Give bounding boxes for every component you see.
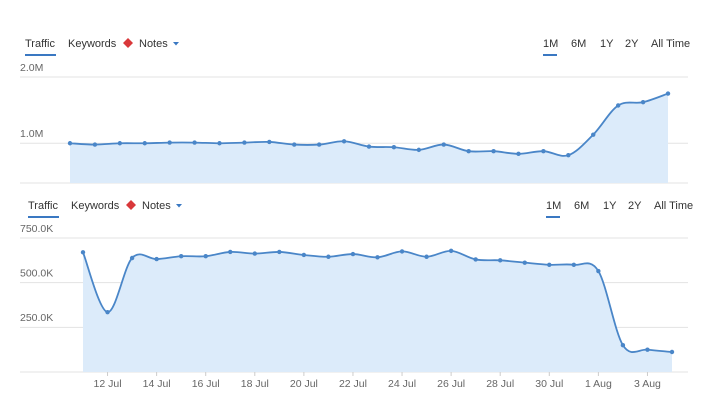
- point: [316, 142, 322, 147]
- area: [70, 93, 668, 183]
- range-button[interactable]: 2Y: [625, 38, 639, 50]
- point: [591, 132, 596, 137]
- y-tick-label: 750.0K: [20, 223, 53, 235]
- point: [92, 142, 98, 147]
- point: [391, 145, 397, 150]
- notes-button[interactable]: Notes: [139, 38, 168, 50]
- point: [448, 248, 454, 254]
- point: [117, 141, 123, 146]
- point: [80, 250, 86, 255]
- x-tick-label: 14 Jul: [143, 378, 171, 390]
- range-button[interactable]: 1Y: [603, 200, 617, 212]
- point: [167, 140, 172, 145]
- x-tick-label: 1 Aug: [585, 378, 612, 390]
- point: [192, 140, 197, 145]
- point: [105, 309, 110, 315]
- point: [67, 141, 73, 146]
- point: [615, 103, 621, 108]
- tab[interactable]: Traffic: [25, 38, 55, 50]
- point: [424, 254, 429, 259]
- x-tick-label: 30 Jul: [535, 378, 563, 390]
- y-tick-label: 250.0K: [20, 312, 53, 324]
- point: [129, 255, 135, 261]
- x-tick-label: 22 Jul: [339, 378, 367, 390]
- point: [541, 149, 546, 154]
- point: [640, 99, 646, 105]
- notes-button[interactable]: Notes: [142, 200, 171, 212]
- point: [596, 268, 601, 274]
- point: [301, 252, 307, 258]
- range-button[interactable]: All Time: [654, 200, 693, 212]
- notes-diamond: [126, 200, 136, 210]
- range-button[interactable]: 2Y: [628, 200, 642, 212]
- point: [441, 142, 446, 147]
- x-tick-label: 12 Jul: [94, 378, 122, 390]
- point: [228, 249, 233, 255]
- y-tick-label: 1.0M: [20, 128, 43, 140]
- point: [566, 152, 571, 158]
- point: [669, 349, 675, 355]
- point: [242, 140, 247, 145]
- point: [547, 262, 552, 267]
- range-button[interactable]: 6M: [574, 200, 589, 212]
- point: [516, 151, 521, 157]
- range-underline: [546, 216, 560, 218]
- point: [203, 254, 208, 259]
- point: [154, 256, 159, 262]
- point: [473, 257, 478, 262]
- x-tick-label: 20 Jul: [290, 378, 318, 390]
- point: [416, 147, 422, 153]
- x-tick-label: 26 Jul: [437, 378, 465, 390]
- range-button[interactable]: 1Y: [600, 38, 614, 50]
- point: [498, 258, 503, 263]
- tab[interactable]: Keywords: [71, 200, 120, 212]
- point: [142, 141, 147, 146]
- point: [252, 251, 257, 256]
- x-tick-label: 3 Aug: [634, 378, 661, 390]
- point: [267, 139, 272, 145]
- tab-underline: [25, 54, 56, 56]
- notes-caret: [176, 204, 182, 208]
- x-tick-label: 16 Jul: [192, 378, 220, 390]
- range-button[interactable]: 1M: [546, 200, 561, 212]
- point: [217, 141, 222, 146]
- notes-caret: [173, 42, 179, 46]
- range-button[interactable]: 1M: [543, 38, 558, 50]
- notes-diamond: [123, 38, 133, 48]
- point: [466, 149, 471, 154]
- point: [277, 249, 282, 255]
- point: [571, 262, 577, 267]
- y-tick-label: 2.0M: [20, 62, 43, 74]
- point: [645, 347, 650, 352]
- tab-underline: [28, 216, 59, 218]
- x-tick-label: 24 Jul: [388, 378, 416, 390]
- x-tick-label: 18 Jul: [241, 378, 269, 390]
- range-button[interactable]: All Time: [651, 38, 690, 50]
- y-tick-label: 500.0K: [20, 267, 53, 279]
- point: [178, 254, 184, 259]
- point: [620, 343, 626, 348]
- point: [665, 91, 671, 96]
- point: [341, 139, 347, 144]
- tab[interactable]: Keywords: [68, 38, 117, 50]
- range-underline: [543, 54, 557, 56]
- point: [350, 251, 356, 257]
- tab[interactable]: Traffic: [28, 200, 58, 212]
- area: [83, 250, 672, 372]
- point: [522, 260, 527, 265]
- point: [326, 254, 331, 259]
- point: [366, 144, 372, 149]
- point: [491, 149, 496, 154]
- point: [375, 255, 380, 260]
- point: [399, 249, 405, 254]
- range-button[interactable]: 6M: [571, 38, 586, 50]
- point: [292, 142, 297, 147]
- x-tick-label: 28 Jul: [486, 378, 514, 390]
